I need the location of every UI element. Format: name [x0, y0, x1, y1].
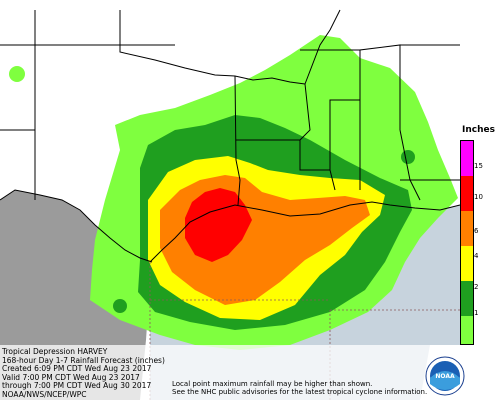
disclaimer-note: Local point maximum rainfall may be high…: [172, 380, 427, 396]
caption-created: Created 6:09 PM CDT Wed Aug 23 2017: [2, 364, 152, 373]
legend-tick-2: 2: [474, 283, 479, 291]
legend-swatch-1-2: [461, 316, 473, 344]
note-line-1: Local point maximum rainfall may be high…: [172, 380, 373, 388]
legend-colorbar: [460, 140, 474, 345]
legend-swatch-2-4: [461, 281, 473, 316]
legend-tick-1: 1: [474, 309, 479, 317]
caption-forecast-type: 168-hour Day 1-7 Rainfall Forecast (inch…: [2, 355, 165, 365]
rainfall-spot-west: [113, 299, 127, 313]
noaa-logo-text: NOAA: [435, 373, 455, 380]
legend-tick-10: 10: [474, 193, 483, 201]
rainfall-10-15in: [185, 188, 252, 262]
legend-swatch-4-6: [461, 246, 473, 281]
rainfall-spot-east: [401, 150, 415, 164]
caption-agency: NOAA/NWS/NCEP/WPC: [2, 389, 87, 399]
rainfall-spot-northwest: [9, 66, 25, 82]
legend-tick-4: 4: [474, 252, 479, 260]
legend-swatch-15plus: [461, 141, 473, 176]
noaa-logo: NOAA: [425, 356, 465, 396]
caption-panel: [0, 345, 500, 400]
caption-storm-name: Tropical Depression HARVEY: [2, 347, 108, 356]
note-line-2: See the NHC public advisories for the la…: [172, 388, 428, 396]
legend-tick-15: 15: [474, 162, 483, 170]
legend-title: Inches: [462, 125, 495, 135]
caption-through: through 7:00 PM CDT Wed Aug 30 2017: [2, 381, 152, 390]
caption-valid: Valid 7:00 PM CDT Wed Aug 23 2017: [2, 372, 140, 382]
forecast-caption: Tropical Depression HARVEY 168-hour Day …: [2, 347, 165, 399]
legend-swatch-10-15: [461, 176, 473, 211]
legend-swatch-6-10: [461, 211, 473, 246]
state-borders: [0, 9, 461, 263]
legend-tick-6: 6: [474, 227, 479, 235]
